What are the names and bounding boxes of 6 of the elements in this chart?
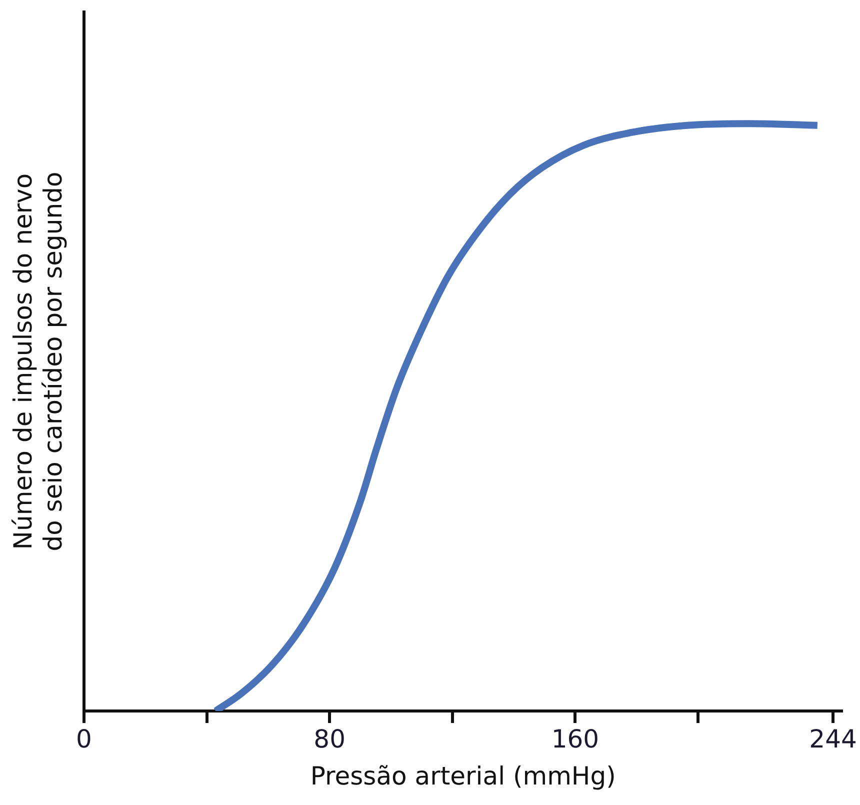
y-axis-title: Número de impulsos do nervo do seio carotídeo por segundo bbox=[8, 172, 68, 552]
x-tick-label: 0 bbox=[76, 724, 92, 754]
x-tick-label: 160 bbox=[551, 724, 600, 754]
x-tick-label: 80 bbox=[314, 724, 346, 754]
x-tick-label: 244 bbox=[809, 724, 857, 754]
x-axis-title: Pressão arterial (mmHg) bbox=[310, 762, 616, 790]
